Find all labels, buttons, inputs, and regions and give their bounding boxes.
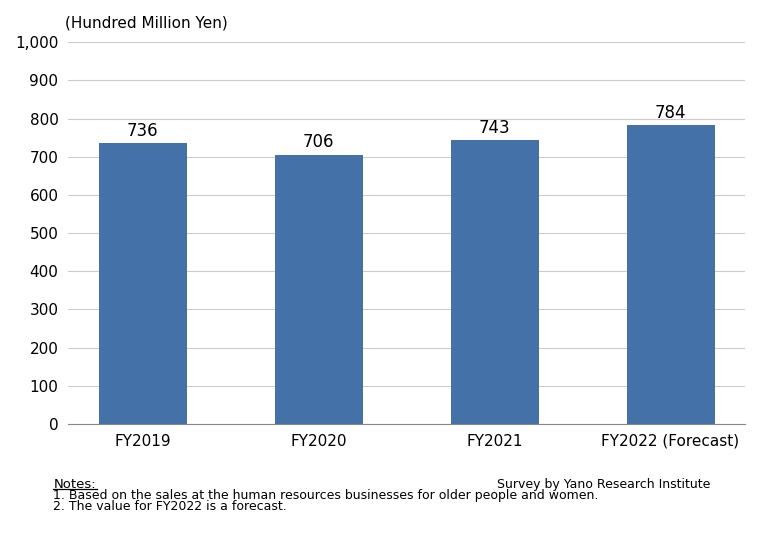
Text: 743: 743 — [479, 119, 510, 138]
Text: 2. The value for FY2022 is a forecast.: 2. The value for FY2022 is a forecast. — [53, 500, 287, 513]
Text: Notes:: Notes: — [53, 478, 96, 491]
Text: Survey by Yano Research Institute: Survey by Yano Research Institute — [497, 478, 711, 491]
Text: 736: 736 — [127, 122, 159, 140]
Bar — [626, 125, 714, 424]
Text: 1. Based on the sales at the human resources businesses for older people and wom: 1. Based on the sales at the human resou… — [53, 489, 599, 503]
Text: 784: 784 — [655, 104, 686, 122]
Bar — [99, 143, 187, 424]
Text: 706: 706 — [303, 133, 335, 151]
Bar — [275, 155, 363, 424]
Bar — [451, 140, 539, 424]
Text: (Hundred Million Yen): (Hundred Million Yen) — [65, 16, 228, 31]
